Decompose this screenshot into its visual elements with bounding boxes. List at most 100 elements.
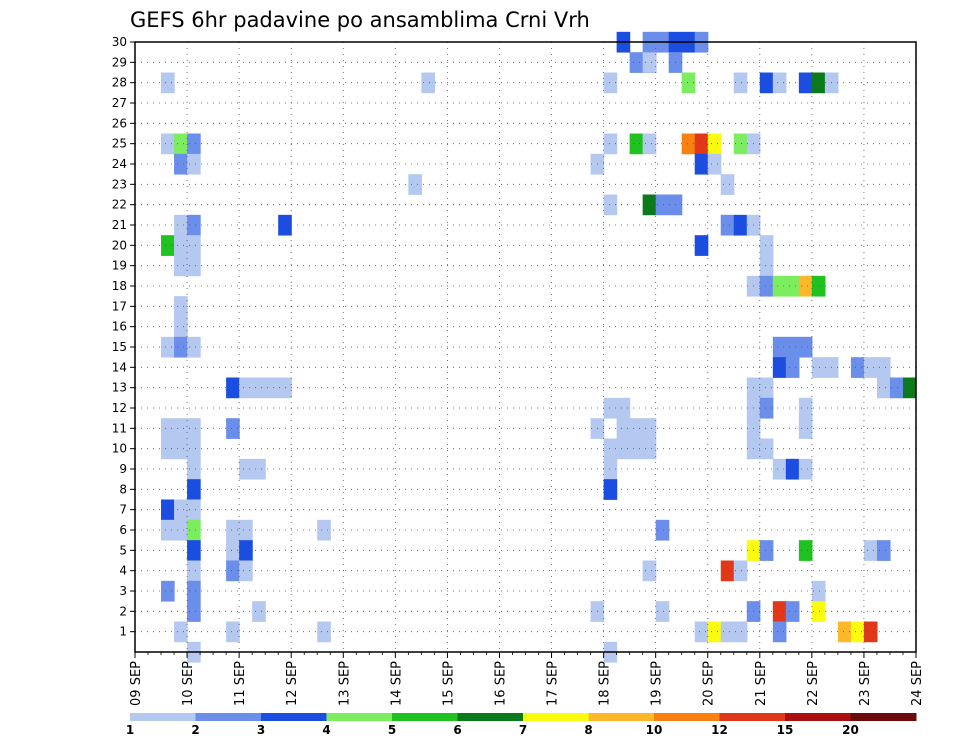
legend-swatch-2 (261, 713, 327, 721)
cell-150 (720, 560, 735, 582)
cell-62 (174, 296, 188, 317)
cell-151 (733, 560, 748, 582)
cell-48 (161, 235, 175, 256)
cell-17 (798, 72, 813, 94)
cell-79 (252, 377, 266, 399)
y-tick-label-18: 18 (112, 279, 127, 293)
cell-83 (759, 377, 774, 399)
cell-156 (811, 580, 826, 602)
y-tick-label-21: 21 (112, 218, 127, 232)
cell-142 (759, 540, 774, 561)
cell-113 (629, 438, 644, 460)
y-tick-label-28: 28 (112, 76, 127, 90)
cell-123 (798, 458, 813, 480)
y-tick-label-22: 22 (112, 198, 127, 212)
cell-49 (174, 235, 188, 256)
cell-70 (772, 357, 787, 378)
cell-24 (629, 133, 644, 155)
cell-140 (239, 540, 253, 561)
y-tick-label-23: 23 (112, 177, 127, 191)
cell-69 (798, 336, 813, 358)
cell-25 (642, 133, 657, 155)
cell-77 (226, 377, 240, 399)
cell-174 (850, 621, 865, 643)
legend-swatch-8 (654, 713, 720, 721)
cell-169 (707, 621, 722, 643)
cell-74 (850, 357, 865, 378)
cell-122 (785, 458, 800, 480)
x-tick-label-4: 13 SEP (337, 661, 352, 706)
cell-29 (733, 133, 748, 155)
cell-14 (733, 72, 748, 94)
cell-27 (694, 133, 709, 155)
cell-103 (616, 418, 631, 439)
cell-109 (174, 438, 188, 460)
cell-46 (733, 214, 748, 236)
cell-143 (798, 540, 813, 561)
cell-128 (161, 499, 175, 521)
legend-swatch-5 (457, 713, 524, 721)
legend-label-0: 1 (126, 723, 134, 737)
cell-154 (161, 580, 175, 602)
cell-133 (187, 519, 201, 541)
cell-145 (876, 540, 891, 561)
legend-label-4: 5 (388, 723, 396, 737)
cell-40 (655, 194, 670, 216)
x-tick-label-9: 18 SEP (598, 661, 613, 706)
cell-81 (278, 377, 292, 399)
cell-85 (889, 377, 904, 399)
cell-111 (603, 438, 618, 460)
cell-118 (239, 458, 253, 480)
cell-175 (863, 621, 878, 643)
cell-147 (226, 560, 240, 582)
cell-170 (720, 621, 735, 643)
y-tick-label-2: 2 (119, 604, 127, 618)
cell-173 (837, 621, 852, 643)
cell-44 (278, 214, 292, 236)
cell-98 (161, 418, 175, 439)
y-tick-label-14: 14 (112, 360, 127, 374)
y-tick-label-29: 29 (112, 55, 127, 69)
legend-label-9: 12 (711, 723, 728, 737)
cell-42 (174, 214, 188, 236)
cell-112 (616, 438, 631, 460)
cell-120 (603, 458, 618, 480)
cell-114 (642, 438, 657, 460)
legend-label-5: 6 (453, 723, 461, 737)
legend-label-2: 3 (257, 723, 265, 737)
cell-107 (798, 418, 813, 439)
x-tick-label-14: 23 SEP (858, 661, 873, 706)
cell-54 (187, 255, 201, 277)
cell-124 (187, 479, 201, 500)
cell-131 (161, 519, 175, 541)
cell-65 (174, 336, 188, 358)
cell-55 (759, 255, 774, 277)
legend-swatch-4 (392, 713, 458, 721)
y-tick-label-17: 17 (112, 299, 127, 313)
cell-167 (317, 621, 331, 643)
y-tick-label-3: 3 (119, 584, 127, 598)
cell-117 (187, 458, 201, 480)
cell-97 (798, 397, 813, 419)
cell-157 (187, 601, 201, 622)
cell-163 (785, 601, 800, 622)
cell-57 (759, 275, 774, 297)
cell-16 (772, 72, 787, 94)
cell-12 (603, 72, 618, 94)
y-tick-label-30: 30 (112, 35, 127, 49)
cell-71 (785, 357, 800, 378)
y-tick-label-4: 4 (119, 564, 127, 578)
cell-125 (603, 479, 618, 500)
cell-105 (642, 418, 657, 439)
legend-swatch-9 (719, 713, 786, 721)
cell-53 (174, 255, 188, 277)
cell-158 (252, 601, 266, 622)
cell-7 (629, 52, 644, 73)
grid-layer (135, 41, 916, 652)
y-tick-label-16: 16 (112, 320, 127, 334)
legend-label-8: 10 (646, 723, 663, 737)
cell-155 (187, 580, 201, 602)
x-tick-label-3: 12 SEP (285, 661, 300, 706)
cell-63 (174, 316, 188, 338)
